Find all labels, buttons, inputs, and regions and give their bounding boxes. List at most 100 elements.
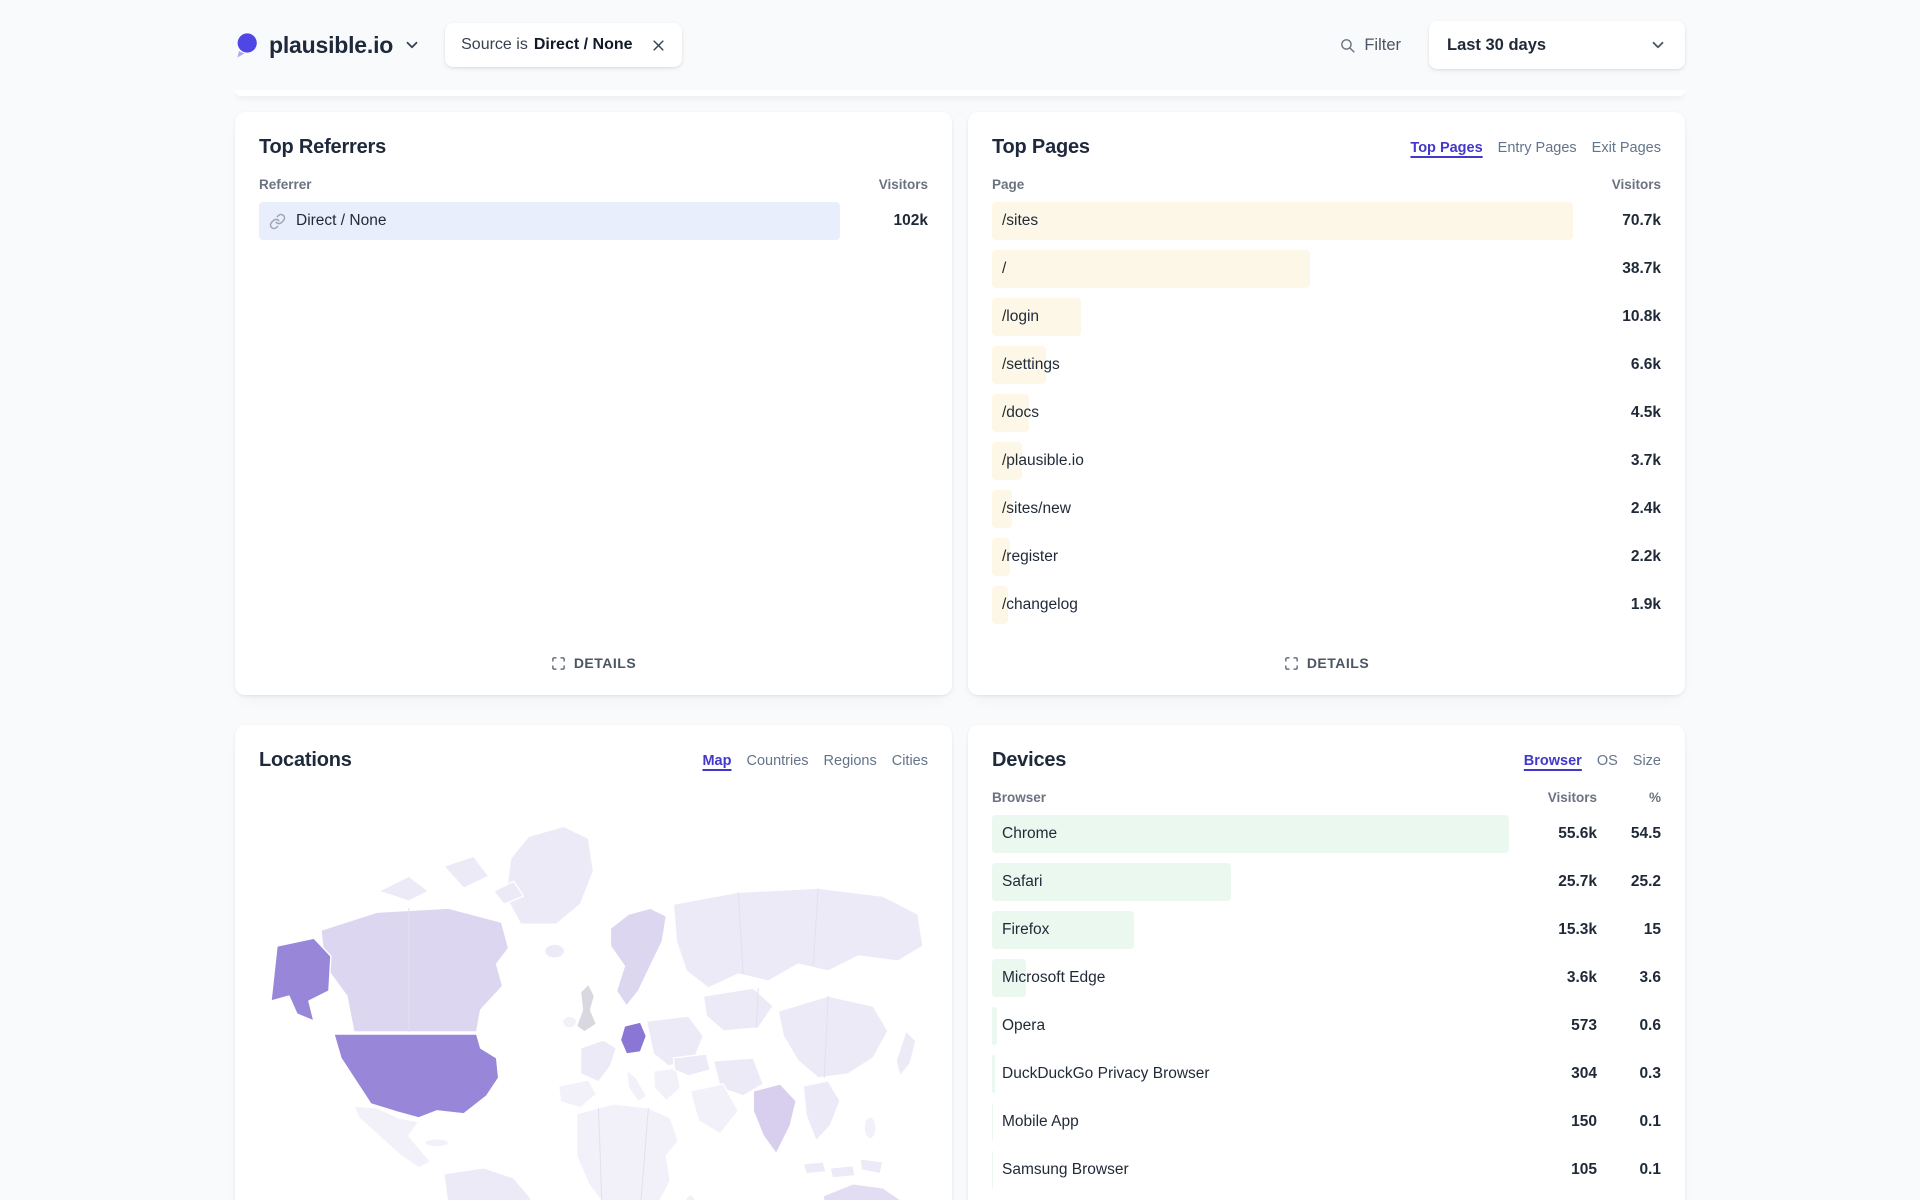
referrers-details-button[interactable]: DETAILS [259,647,928,671]
browser-label[interactable]: Chrome [992,825,1057,843]
browser-label[interactable]: Opera [992,1017,1045,1035]
indonesia[interactable] [802,1158,884,1179]
locations-title: Locations [259,749,352,771]
page-row[interactable]: /docs 4.5k [992,394,1661,432]
browser-bar [992,1007,998,1045]
country-germany[interactable] [619,1021,648,1055]
column-visitors: Visitors [878,177,928,192]
country-cuba[interactable] [424,1138,450,1148]
country-saudi-arabia[interactable] [689,1083,739,1135]
page-label[interactable]: /settings [992,356,1060,374]
close-icon[interactable] [651,38,666,53]
arctic-islands[interactable] [378,855,525,905]
referrer-row[interactable]: Direct / None 102k [259,202,928,240]
country-spain[interactable] [557,1079,598,1109]
referrer-label[interactable]: Direct / None [259,212,386,230]
country-turkey[interactable] [672,1053,712,1077]
page-label[interactable]: / [992,260,1006,278]
page-path: /plausible.io [1002,452,1084,469]
page-row[interactable]: /plausible.io 3.7k [992,442,1661,480]
page-path: /settings [1002,356,1060,373]
tab[interactable]: Entry Pages [1497,139,1577,156]
philippines[interactable] [863,1116,877,1140]
browser-label[interactable]: Microsoft Edge [992,969,1105,987]
page-row[interactable]: / 38.7k [992,250,1661,288]
page-row[interactable]: /changelog 1.9k [992,586,1661,624]
browser-label[interactable]: Samsung Browser [992,1161,1129,1179]
tab[interactable]: Size [1632,752,1661,769]
page-bar-area: /login [992,298,1573,336]
browser-row[interactable]: Samsung Browser 105 0.1 [992,1151,1661,1189]
country-usa-alaska[interactable] [270,937,332,1022]
browser-label[interactable]: Safari [992,873,1043,891]
date-range-picker[interactable]: Last 30 days [1429,21,1685,69]
browser-row[interactable]: DuckDuckGo Privacy Browser 304 0.3 [992,1055,1661,1093]
browser-row[interactable]: Opera 573 0.6 [992,1007,1661,1045]
southeast-asia[interactable] [802,1080,841,1142]
country-iceland[interactable] [543,943,566,959]
country-india[interactable] [752,1083,797,1155]
browser-row[interactable]: Firefox 15.3k 15 [992,911,1661,949]
country-greenland[interactable] [504,825,595,925]
tab[interactable]: Regions [823,752,877,769]
tab[interactable]: Cities [891,752,928,769]
africa[interactable] [575,1103,680,1200]
browser-label[interactable]: DuckDuckGo Privacy Browser [992,1065,1210,1083]
page-label[interactable]: /docs [992,404,1039,422]
page-row[interactable]: /settings 6.6k [992,346,1661,384]
filter-button[interactable]: Filter [1339,36,1401,55]
pages-details-button[interactable]: DETAILS [992,647,1661,671]
page-label[interactable]: /plausible.io [992,452,1084,470]
balkans[interactable] [652,1067,682,1102]
tab[interactable]: Exit Pages [1591,139,1661,156]
page-label[interactable]: /sites [992,212,1038,230]
country-france[interactable] [579,1039,618,1083]
tab[interactable]: Browser [1523,752,1582,769]
browser-row[interactable]: Safari 25.7k 25.2 [992,863,1661,901]
tab[interactable]: Map [702,752,732,769]
top-nav: plausible.io Source is Direct / None Fil… [235,0,1685,90]
browser-label[interactable]: Mobile App [992,1113,1079,1131]
country-usa[interactable] [333,1033,500,1119]
browser-row[interactable]: Chrome 55.6k 54.5 [992,815,1661,853]
country-australia[interactable] [822,1183,910,1200]
country-ireland[interactable] [561,1015,578,1029]
south-america[interactable] [443,1167,532,1200]
filter-button-label: Filter [1364,35,1401,54]
browser-bar-area: Samsung Browser [992,1151,1509,1189]
tab[interactable]: OS [1596,752,1618,769]
top-pages-column-headers: Page Visitors [992,177,1661,192]
country-mexico[interactable] [353,1105,432,1169]
country-canada[interactable] [320,907,510,1033]
world-map[interactable] [259,796,928,1200]
page-visitors: 3.7k [1630,452,1661,469]
country-madagascar[interactable] [684,1194,696,1200]
country-iran[interactable] [712,1057,764,1097]
page-row[interactable]: /register 2.2k [992,538,1661,576]
browser-row[interactable]: Microsoft Edge 3.6k 3.6 [992,959,1661,997]
site-picker[interactable]: plausible.io [235,32,421,59]
filter-chip-source[interactable]: Source is Direct / None [445,23,682,67]
page-row[interactable]: /sites 70.7k [992,202,1661,240]
search-icon [1341,38,1355,53]
page-label[interactable]: /changelog [992,596,1078,614]
page-label[interactable]: /register [992,548,1058,566]
country-italy[interactable] [625,1069,648,1103]
country-uk[interactable] [575,983,598,1033]
browser-row[interactable]: Mobile App 150 0.1 [992,1103,1661,1141]
scandinavia[interactable] [609,907,668,1007]
tab[interactable]: Top Pages [1410,139,1483,156]
page-row[interactable]: /login 10.8k [992,298,1661,336]
browser-label[interactable]: Firefox [992,921,1049,939]
country-japan[interactable] [895,1030,917,1077]
page-label[interactable]: /sites/new [992,500,1071,518]
central-asia[interactable] [702,987,774,1032]
page-path: /login [1002,308,1040,325]
page-row[interactable]: /sites/new 2.4k [992,490,1661,528]
country-china[interactable] [777,995,889,1079]
page-label[interactable]: /login [992,308,1039,326]
tab[interactable]: Countries [746,752,809,769]
country-russia[interactable] [672,887,924,989]
chevron-down-icon [1652,41,1664,49]
devices-title: Devices [992,749,1067,771]
